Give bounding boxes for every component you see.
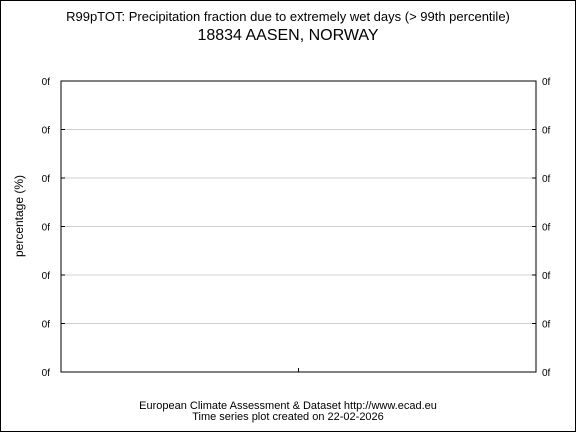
y-tick-label-right: 0f [542,320,551,331]
y-tick-label-right: 0f [542,77,551,88]
y-tick-label-right: 0f [542,223,551,234]
y-tick-label-left: 0f [42,174,51,185]
y-tick-label-left: 0f [42,320,51,331]
y-tick-label-left: 0f [42,77,51,88]
plot-area [60,80,537,373]
y-tick-label-right: 0f [542,368,551,379]
chart-title: R99pTOT: Precipitation fraction due to e… [66,9,510,24]
y-tick-label-left: 0f [42,126,51,137]
y-tick-label-left: 0f [42,223,51,234]
chart-subtitle: 18834 AASEN, NORWAY [197,27,379,44]
y-tick-label-left: 0f [42,368,51,379]
footer-source: European Climate Assessment & Dataset ht… [139,400,437,412]
footer-created: Time series plot created on 22-02-2026 [192,411,384,423]
y-tick-label-right: 0f [542,126,551,137]
y-tick-label-right: 0f [542,174,551,185]
y-tick-label-right: 0f [542,271,551,282]
y-tick-label-left: 0f [42,271,51,282]
